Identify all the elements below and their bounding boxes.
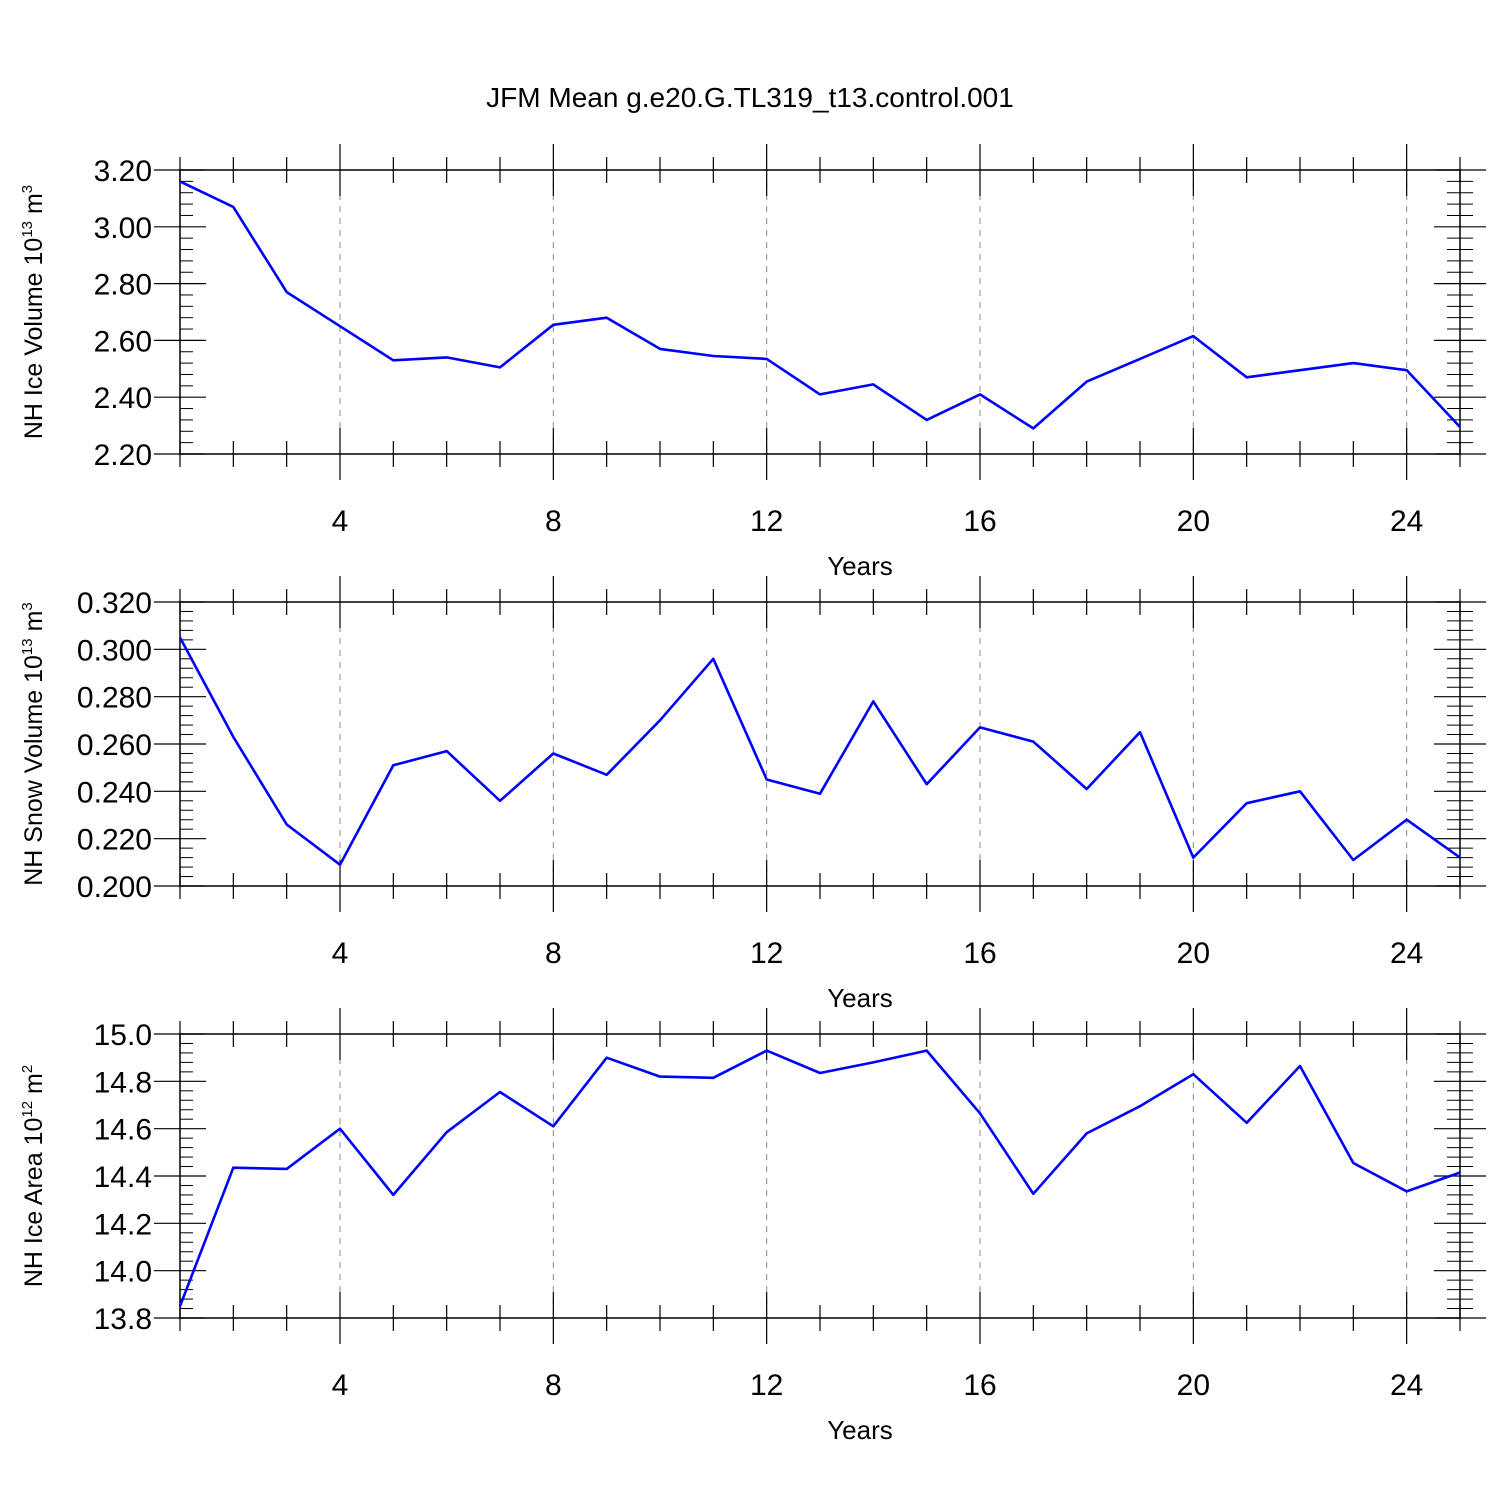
x-tick-label: 16 bbox=[963, 505, 996, 538]
y-axis-label: NH Snow Volume 1013 m3 bbox=[19, 602, 48, 886]
y-tick-label: 14.2 bbox=[94, 1208, 152, 1241]
x-tick-label: 8 bbox=[545, 937, 562, 970]
x-axis-label: Years bbox=[827, 983, 893, 1013]
x-axis-label: Years bbox=[827, 551, 893, 581]
x-tick-label: 24 bbox=[1390, 1369, 1423, 1402]
x-tick-label: 12 bbox=[750, 1369, 783, 1402]
y-tick-label: 2.80 bbox=[94, 269, 152, 302]
x-tick-label: 8 bbox=[545, 1369, 562, 1402]
x-tick-label: 20 bbox=[1177, 937, 1210, 970]
chart-panel-1: 4 8 12 16 20 24 Years 2.20 2.40 2.60 2.80 3.00 3.20 N… bbox=[19, 144, 1486, 581]
y-tick-label: 15.0 bbox=[94, 1019, 152, 1052]
y-tick-label: 3.00 bbox=[94, 212, 152, 245]
x-tick-label: 24 bbox=[1390, 937, 1423, 970]
plot-frame bbox=[179, 601, 1461, 887]
y-tick-label: 2.40 bbox=[94, 382, 152, 415]
series-line bbox=[179, 180, 1461, 430]
x-axis-label: Years bbox=[827, 1415, 893, 1445]
y-tick-label: 0.200 bbox=[77, 871, 152, 904]
y-tick-label: 0.280 bbox=[77, 682, 152, 715]
plot-frame bbox=[179, 169, 1461, 455]
x-tick-label: 4 bbox=[332, 1369, 349, 1402]
x-tick-label: 24 bbox=[1390, 505, 1423, 538]
y-tick-label: 0.240 bbox=[77, 776, 152, 809]
y-axis-label: NH Ice Volume 1013 m3 bbox=[19, 185, 48, 439]
y-tick-label: 0.260 bbox=[77, 729, 152, 762]
y-tick-label: 14.0 bbox=[94, 1256, 152, 1289]
series-line bbox=[178, 636, 1461, 867]
y-tick-label: 0.300 bbox=[77, 634, 152, 667]
series-line bbox=[178, 1049, 1461, 1307]
chart-title: JFM Mean g.e20.G.TL319_t13.control.001 bbox=[486, 82, 1014, 113]
y-tick-label: 2.20 bbox=[94, 439, 152, 472]
x-tick-label: 20 bbox=[1177, 505, 1210, 538]
y-tick-label: 0.320 bbox=[77, 587, 152, 620]
x-tick-label: 20 bbox=[1177, 1369, 1210, 1402]
y-tick-label: 13.8 bbox=[94, 1303, 152, 1336]
y-axis-label: NH Ice Area 1012 m2 bbox=[19, 1065, 48, 1287]
chart-panel-2: 4 8 12 16 20 24 Years 0.200 0.220 0.240 0.260 0.280… bbox=[19, 576, 1486, 1013]
y-tick-label: 14.8 bbox=[94, 1066, 152, 1099]
x-tick-label: 4 bbox=[332, 937, 349, 970]
x-tick-label: 16 bbox=[963, 1369, 996, 1402]
chart-panel-3: 4 8 12 16 20 24 Years 13.8 14.0 14.2 14.4 14.6 14.8 1… bbox=[19, 1008, 1486, 1445]
x-tick-label: 12 bbox=[750, 937, 783, 970]
x-tick-label: 12 bbox=[750, 505, 783, 538]
x-tick-label: 8 bbox=[545, 505, 562, 538]
plot-frame bbox=[179, 1033, 1461, 1319]
y-tick-label: 0.220 bbox=[77, 824, 152, 857]
y-tick-label: 14.4 bbox=[94, 1161, 152, 1194]
y-tick-label: 14.6 bbox=[94, 1114, 152, 1147]
x-tick-label: 16 bbox=[963, 937, 996, 970]
y-tick-label: 2.60 bbox=[94, 325, 152, 358]
y-tick-label: 3.20 bbox=[94, 155, 152, 188]
x-tick-label: 4 bbox=[332, 505, 349, 538]
